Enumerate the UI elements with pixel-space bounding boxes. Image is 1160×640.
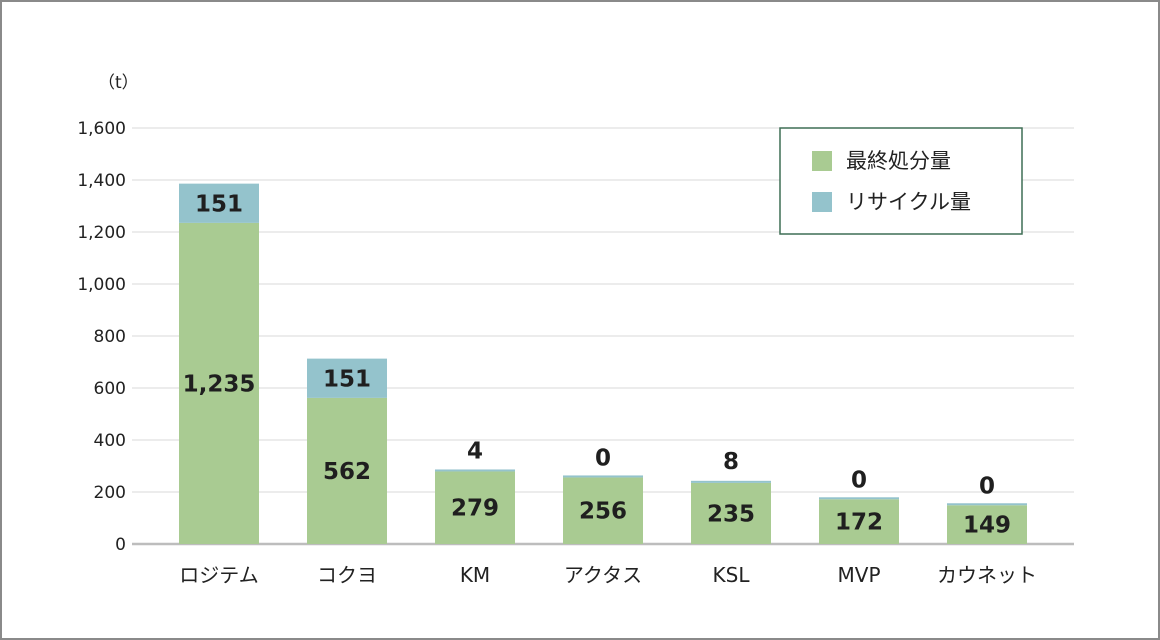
x-category-label: KSL xyxy=(713,563,751,587)
x-category-label: MVP xyxy=(838,563,881,587)
value-label-disposal: 1,235 xyxy=(183,371,256,397)
x-category-label: コクヨ xyxy=(317,563,377,587)
x-category-label: ロジテム xyxy=(179,563,258,587)
bar-disposal xyxy=(691,482,771,544)
y-tick-label: 400 xyxy=(94,431,126,451)
legend: 最終処分量 リサイクル量 xyxy=(779,127,1023,235)
value-label-disposal: 172 xyxy=(835,510,883,536)
legend-box xyxy=(779,127,1023,235)
bar-disposal xyxy=(307,397,387,544)
x-category-label: KM xyxy=(460,563,490,587)
value-label-recycle: 0 xyxy=(595,445,611,471)
x-category-label: アクタス xyxy=(564,563,642,587)
legend-swatch-recycle xyxy=(812,192,832,212)
bar-disposal xyxy=(563,477,643,544)
y-tick-label: 1,600 xyxy=(77,119,126,139)
y-tick-label: 1,200 xyxy=(77,223,126,243)
bar-disposal xyxy=(819,499,899,544)
value-label-disposal: 562 xyxy=(323,459,371,485)
bar-disposal xyxy=(435,471,515,544)
y-tick-label: 0 xyxy=(115,535,126,555)
value-label-disposal: 279 xyxy=(451,496,499,522)
value-label-recycle: 151 xyxy=(323,366,371,392)
bar-disposal xyxy=(947,505,1027,544)
y-tick-label: 600 xyxy=(94,379,126,399)
x-category-label: カウネット xyxy=(937,563,1037,587)
value-label-disposal: 149 xyxy=(963,513,1011,539)
y-tick-label: 1,400 xyxy=(77,171,126,191)
bar-recycle xyxy=(179,183,259,223)
value-label-recycle: 0 xyxy=(851,467,867,493)
bar-disposal xyxy=(179,222,259,544)
bar-recycle xyxy=(435,469,515,472)
bar-recycle xyxy=(691,480,771,483)
bar-recycle xyxy=(307,358,387,398)
value-label-disposal: 235 xyxy=(707,501,755,527)
legend-label-recycle: リサイクル量 xyxy=(846,190,971,214)
bars: 1,235 151 562 151 279 4 256 0 235 8 172 0 149 0 xyxy=(179,183,1027,544)
value-label-disposal: 256 xyxy=(579,499,627,525)
y-tick-label: 200 xyxy=(94,483,126,503)
legend-label-disposal: 最終処分量 xyxy=(846,149,951,173)
value-label-recycle: 8 xyxy=(723,449,739,475)
bar-recycle xyxy=(819,497,899,500)
y-axis-unit-label: （t） xyxy=(98,73,139,93)
bar-recycle xyxy=(947,503,1027,506)
y-tick-label: 800 xyxy=(94,327,126,347)
legend-swatch-disposal xyxy=(812,151,832,171)
y-axis-ticks: 0 200 400 600 800 1,000 1,200 1,400 1,600 xyxy=(77,119,126,555)
x-axis-categories: ロジテム コクヨ KM アクタス KSL MVP カウネット xyxy=(179,563,1037,587)
value-label-recycle: 4 xyxy=(467,438,483,464)
y-tick-label: 1,000 xyxy=(77,275,126,295)
value-label-recycle: 0 xyxy=(979,473,995,499)
bar-recycle xyxy=(563,475,643,478)
value-label-recycle: 151 xyxy=(195,191,243,217)
